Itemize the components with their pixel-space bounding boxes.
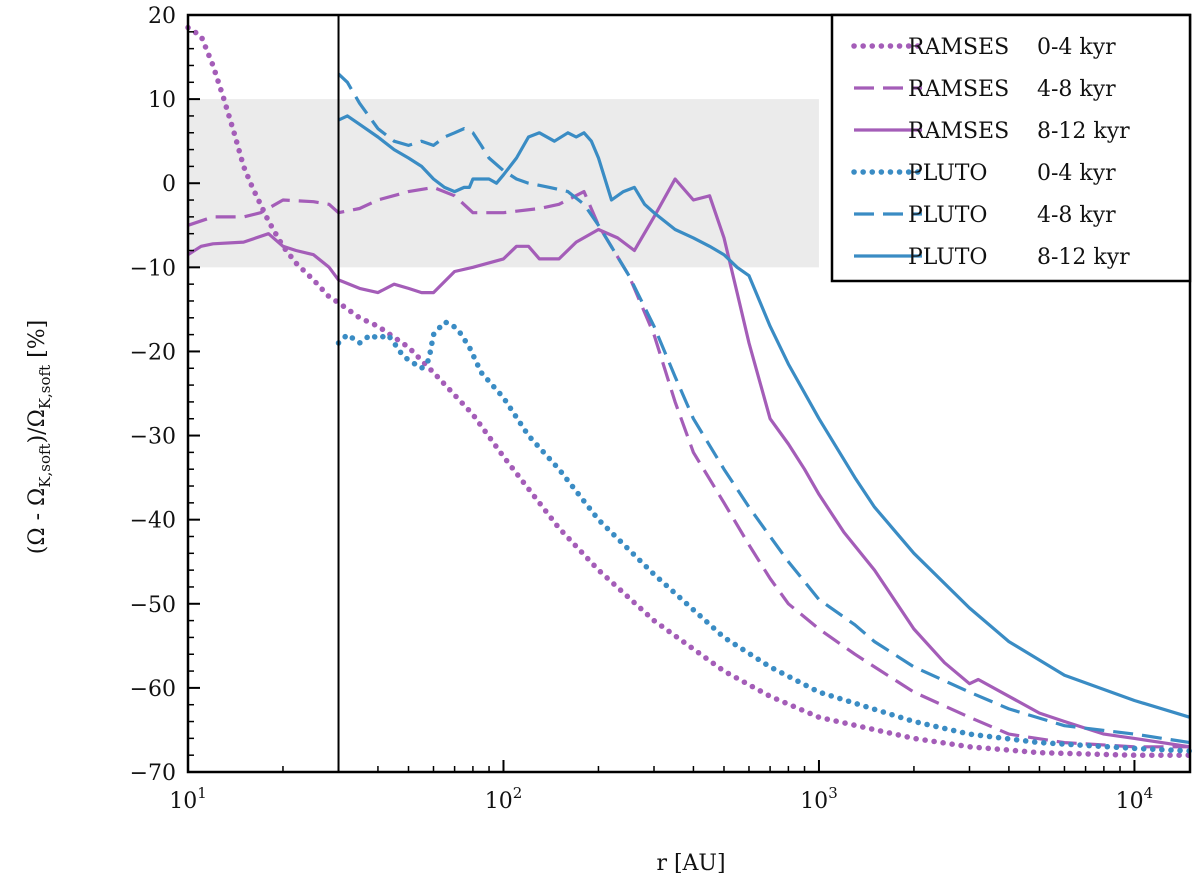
legend-range-4: 4-8 kyr bbox=[1037, 203, 1116, 228]
shaded-band bbox=[188, 99, 819, 268]
x-tick-label: 104 bbox=[1116, 784, 1154, 814]
x-tick-exponent: 2 bbox=[513, 784, 523, 802]
series-line-4 bbox=[337, 72, 1191, 745]
y-tick-label: −20 bbox=[130, 340, 176, 365]
x-tick-exponent: 3 bbox=[828, 784, 838, 802]
series-line-5 bbox=[337, 114, 1191, 719]
y-tick-label: −60 bbox=[130, 677, 176, 702]
x-tick-label: 102 bbox=[485, 784, 523, 814]
y-tick-label: 20 bbox=[148, 4, 176, 29]
y-axis-label-part-d: K,soft bbox=[36, 365, 54, 409]
y-tick-label: −50 bbox=[130, 593, 176, 618]
legend-code-2: RAMSES bbox=[908, 119, 1009, 144]
x-tick-label: 103 bbox=[800, 784, 838, 814]
legend-code-5: PLUTO bbox=[908, 245, 987, 270]
y-tick-label: 0 bbox=[162, 172, 176, 197]
y-tick-label: −30 bbox=[130, 425, 176, 450]
legend-range-0: 0-4 kyr bbox=[1037, 35, 1116, 60]
y-tick-label: −10 bbox=[130, 256, 176, 281]
y-axis-label-part-e: [%] bbox=[25, 320, 50, 365]
x-tick-exponent: 4 bbox=[1144, 784, 1154, 802]
legend: RAMSES 0-4 kyr RAMSES 4-8 kyr RAMSES 8-12 kyr… bbox=[830, 13, 1192, 283]
series-line-3 bbox=[335, 319, 1193, 754]
series-line-0 bbox=[185, 24, 1193, 758]
legend-range-1: 4-8 kyr bbox=[1037, 77, 1116, 102]
y-axis-label-part-b: K,soft bbox=[36, 443, 54, 487]
x-tick-exponent: 1 bbox=[197, 784, 207, 802]
y-axis-label-part-a: (Ω - Ω bbox=[25, 488, 50, 554]
plot-frame bbox=[186, 13, 1192, 774]
legend-range-2: 8-12 kyr bbox=[1037, 119, 1130, 144]
x-tick-base: 10 bbox=[800, 789, 828, 814]
x-tick-label: 101 bbox=[169, 784, 207, 814]
x-tick-base: 10 bbox=[485, 789, 513, 814]
x-axis-label: r [AU] bbox=[656, 851, 725, 876]
y-tick-label: 10 bbox=[148, 88, 176, 113]
series-line-2 bbox=[187, 177, 1191, 749]
x-tick-base: 10 bbox=[1116, 789, 1144, 814]
legend-code-4: PLUTO bbox=[908, 203, 987, 228]
y-axis-label: (Ω - ΩK,soft)/ΩK,soft [%] bbox=[25, 320, 54, 554]
legend-box bbox=[830, 13, 1192, 283]
y-tick-label: −70 bbox=[130, 761, 176, 786]
legend-code-3: PLUTO bbox=[908, 161, 987, 186]
legend-code-1: RAMSES bbox=[908, 77, 1009, 102]
y-axis-label-part-c: )/Ω bbox=[25, 409, 50, 443]
legend-range-5: 8-12 kyr bbox=[1037, 245, 1130, 270]
x-tick-base: 10 bbox=[169, 789, 197, 814]
series-layer bbox=[185, 24, 1193, 758]
series-line-1 bbox=[187, 185, 1190, 749]
y-tick-label: −40 bbox=[130, 509, 176, 534]
legend-code-0: RAMSES bbox=[908, 35, 1009, 60]
legend-range-3: 0-4 kyr bbox=[1037, 161, 1116, 186]
